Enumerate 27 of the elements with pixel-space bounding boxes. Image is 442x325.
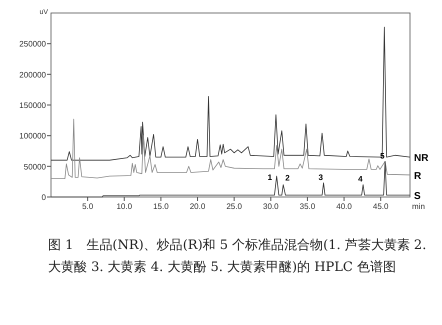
series-label: NR	[414, 153, 430, 164]
y-tick-label: 150000	[19, 101, 47, 110]
x-tick-label: 35.0	[300, 202, 316, 211]
line-series	[50, 161, 410, 198]
x-tick-label: 5.0	[82, 202, 94, 211]
annotation: 2	[285, 174, 290, 183]
annotation: 1	[268, 173, 273, 182]
x-tick-label: 20.0	[190, 202, 206, 211]
y-tick-label: 250000	[19, 40, 47, 49]
annotation: 5	[380, 151, 386, 160]
series-label: S	[414, 191, 421, 202]
y-tick-label: 200000	[19, 70, 47, 80]
x-tick-label: 10.0	[116, 202, 133, 211]
annotation: 4	[358, 174, 364, 184]
annotation: 3	[318, 172, 324, 182]
y-tick-label: 50000	[24, 162, 47, 172]
x-tick-label: 15.0	[153, 202, 170, 211]
y-tick-label: 0	[42, 193, 47, 202]
line-series	[50, 26, 410, 161]
x-axis-title: min	[412, 202, 425, 211]
x-tick-label: 25.0	[226, 202, 242, 211]
text: 图 1 生品(NR)、炒品(R)和 5 个标准品混合物(1. 芦荟大黄素 2. 大黄酸 3. 大黄素 4. 大黄酚 5. 大黄素甲醚)的 HPLC 色谱图	[48, 237, 428, 277]
series-label: R	[414, 170, 422, 182]
x-tick-label: 45.0	[372, 202, 390, 211]
x-tick-label: 30.0	[263, 202, 280, 211]
x-tick-label: 40.0	[336, 202, 352, 211]
y-tick-label: 100000	[19, 132, 47, 141]
